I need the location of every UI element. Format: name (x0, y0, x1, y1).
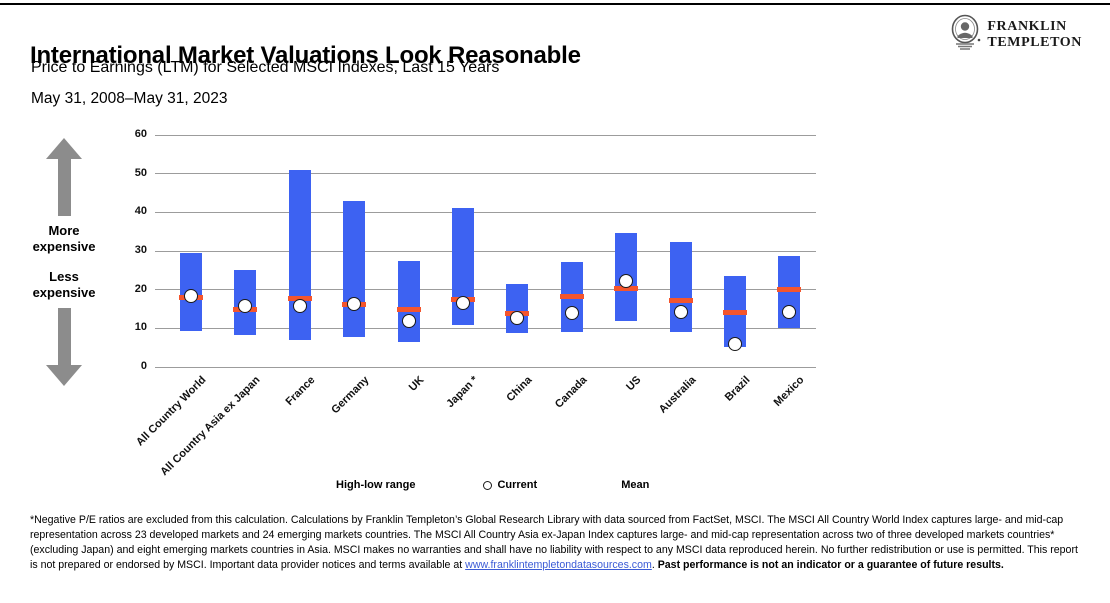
ben-franklin-emblem-icon (948, 14, 982, 55)
date-range: May 31, 2008–May 31, 2023 (31, 90, 228, 107)
pe-range-chart: 0 10 20 30 40 50 60 All Country World All Countr… (134, 128, 816, 478)
footnote-text: *Negative P/E ratios are excluded from t… (30, 514, 1078, 571)
legend-item-current: Current (483, 479, 537, 491)
current-marker-icon (483, 480, 493, 490)
mean-marker-UK (396, 306, 421, 312)
current-marker-Germany (347, 296, 362, 311)
logo-wordmark: FRANKLIN TEMPLETON (987, 19, 1082, 51)
datasources-link[interactable]: www.franklintempletondatasources.com (465, 558, 652, 571)
y-tick-label-50: 50 (134, 166, 147, 179)
x-axis-label-China: China (504, 374, 535, 405)
less-expensive-down-arrow-icon (16, 308, 112, 386)
mean-marker-Brazil (723, 310, 747, 316)
x-axis-label-Japan *: Japan * (444, 374, 481, 411)
y-tick-label-40: 40 (134, 205, 147, 218)
current-marker-France (292, 298, 307, 313)
current-marker-US (619, 274, 634, 289)
legend-label: Current (497, 479, 538, 491)
current-marker-Mexico (782, 304, 797, 319)
footnote: *Negative P/E ratios are excluded from t… (30, 513, 1084, 573)
x-axis-label-All Country Asia ex Japan: All Country Asia ex Japan (158, 374, 263, 479)
legend-label: Mean (621, 479, 650, 491)
x-axis-label-Mexico: Mexico (772, 374, 807, 409)
mean-marker-Mexico (777, 286, 802, 292)
mean-marker-Australia (668, 297, 693, 303)
gridline-10 (155, 327, 816, 329)
range-bar-France (288, 169, 311, 340)
current-marker-UK (401, 313, 416, 328)
chart-legend: High-low range Current Mean (322, 479, 649, 491)
y-tick-label-60: 60 (134, 128, 147, 140)
x-axis-label-UK: UK (406, 374, 427, 394)
current-marker-Japan * (456, 296, 470, 311)
current-marker-All Country World (184, 288, 198, 303)
gridline-20 (155, 289, 816, 291)
mean-marker-US (614, 286, 639, 291)
range-bar-UK (397, 261, 420, 342)
legend-label: High-low range (336, 479, 416, 491)
gridline-30 (155, 250, 816, 252)
footnote-disclaimer: Past performance is not an indicator or … (657, 558, 1004, 571)
x-axis-label-Australia: Australia (656, 374, 699, 416)
logo-line-2: TEMPLETON (987, 34, 1082, 50)
footnote-separator: . (651, 558, 658, 571)
legend-item-high-low-range: High-low range (322, 479, 415, 491)
current-marker-Australia (673, 304, 688, 319)
y-tick-label-20: 20 (134, 282, 147, 295)
y-tick-label-0: 0 (140, 360, 147, 372)
mean-marker-Canada (559, 294, 584, 300)
x-axis-label-Brazil: Brazil (722, 374, 753, 404)
current-marker-China (510, 310, 525, 325)
x-axis-label-Canada: Canada (552, 374, 590, 411)
y-tick-label-30: 30 (134, 244, 147, 256)
expensiveness-annotation: More expensive Less expensive (16, 138, 112, 386)
gridline-40 (155, 211, 816, 213)
gridline-50 (155, 173, 816, 175)
range-bar-Japan * (452, 208, 474, 325)
current-marker-All Country Asia ex Japan (238, 299, 253, 314)
legend-item-mean: Mean (605, 479, 649, 491)
x-axis-label-France: France (283, 374, 318, 408)
x-axis-label-US: US (624, 374, 644, 394)
mean-dash-icon (605, 483, 616, 487)
current-marker-Canada (564, 306, 579, 321)
range-bar-China (506, 283, 529, 334)
gridline-60 (155, 134, 816, 136)
current-marker-Brazil (728, 337, 742, 352)
high-low-range-swatch-icon (322, 481, 331, 490)
x-axis-label-Germany: Germany (329, 374, 372, 417)
page-subtitle: Price to Earnings (LTM) for Selected MSC… (31, 59, 500, 76)
y-tick-label-10: 10 (134, 321, 147, 334)
top-divider (0, 3, 1110, 5)
franklin-templeton-logo: FRANKLIN TEMPLETON (948, 14, 1082, 55)
more-expensive-label: More expensive (32, 223, 96, 254)
less-expensive-label: Less expensive (32, 269, 96, 300)
page-title: International Market Valuations Look Rea… (30, 42, 581, 70)
more-expensive-up-arrow-icon (16, 138, 112, 216)
gridline-0 (155, 366, 816, 368)
range-bar-Germany (343, 200, 366, 338)
logo-line-1: FRANKLIN (987, 18, 1067, 34)
